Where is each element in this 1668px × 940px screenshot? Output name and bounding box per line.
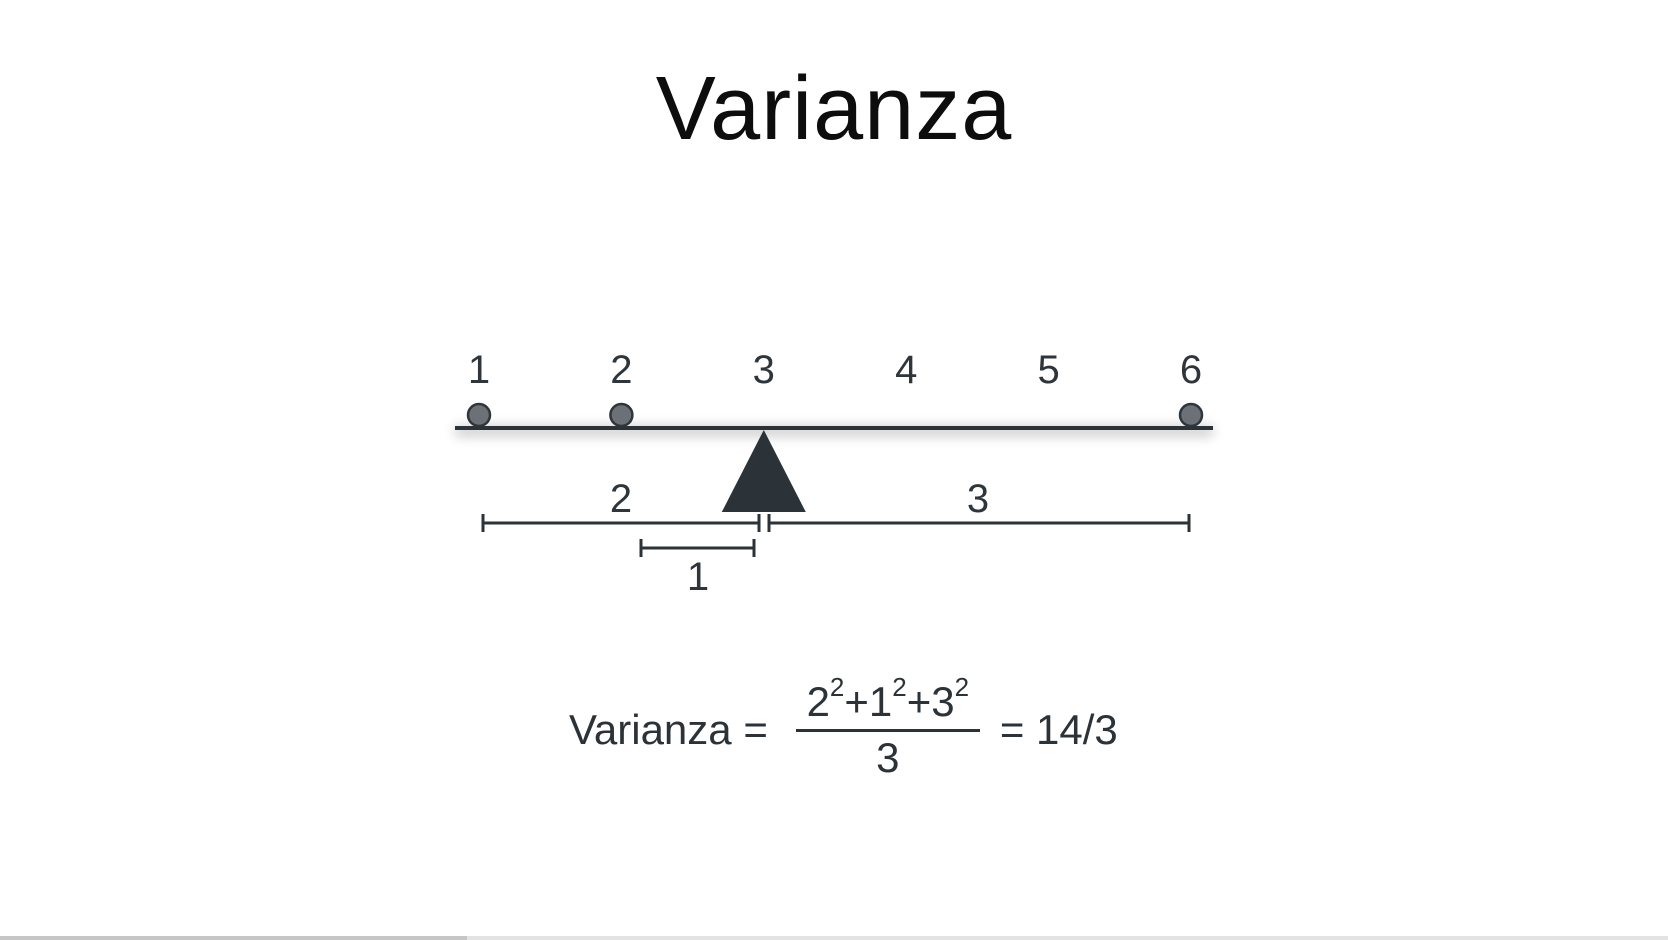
scale-tick-label: 2 (610, 348, 632, 392)
formula-numerator: 22+12+32 (799, 674, 978, 728)
distance-bar-left-short (639, 539, 756, 557)
distance-label-right: 3 (967, 477, 989, 521)
formula-fraction: 22+12+32 3 (795, 674, 980, 781)
numerator-term-base: 2 (806, 678, 830, 726)
formula-denominator: 3 (876, 733, 900, 781)
scale-tick-label: 4 (895, 348, 917, 392)
scale-tick-labels: 1 2 3 4 5 6 (468, 348, 1202, 392)
progress-fill (0, 936, 468, 940)
numerator-term-exponent: 2 (954, 672, 970, 703)
variance-formula: Varianza = 22+12+32 3 = 14/3 (569, 670, 1118, 790)
formula-lhs: Varianza = (569, 706, 768, 753)
numerator-term-base: +3 (906, 678, 955, 726)
fulcrum-triangle (721, 430, 806, 512)
data-point (1178, 402, 1204, 428)
distance-bar-right (767, 514, 1191, 532)
data-point (466, 402, 492, 428)
scale-tick-label: 5 (1037, 348, 1059, 392)
numerator-term-exponent: 2 (829, 672, 845, 703)
distance-label-left-short: 1 (687, 555, 709, 599)
data-point (609, 402, 634, 428)
fraction-bar (795, 728, 980, 732)
data-points (466, 402, 1204, 428)
scale-tick-label: 1 (468, 348, 490, 392)
distance-label-left-long: 2 (610, 477, 632, 521)
scale-tick-label: 6 (1180, 348, 1202, 392)
progress-track (0, 936, 1668, 940)
beam-shadow (455, 426, 1213, 436)
scale-tick-label: 3 (753, 348, 775, 392)
numerator-term-base: +1 (844, 678, 893, 726)
distance-bar-left-long (481, 514, 761, 532)
formula-result: = 14/3 (999, 706, 1118, 753)
numerator-term-exponent: 2 (892, 672, 907, 703)
slide-title: Varianza (655, 59, 1013, 159)
